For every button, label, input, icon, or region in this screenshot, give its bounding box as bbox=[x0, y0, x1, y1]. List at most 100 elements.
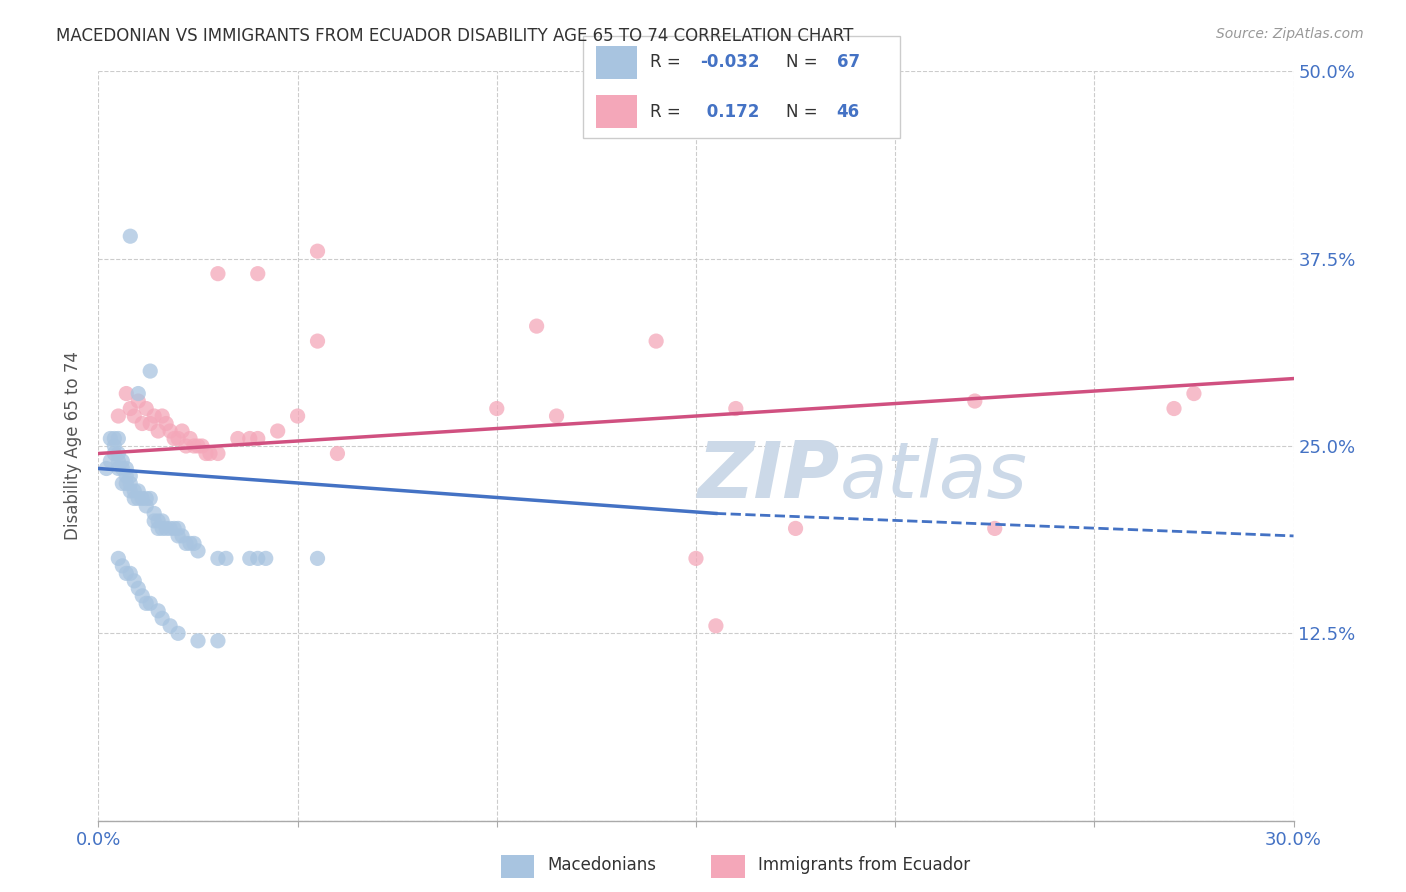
Text: -0.032: -0.032 bbox=[700, 54, 761, 71]
Text: Source: ZipAtlas.com: Source: ZipAtlas.com bbox=[1216, 27, 1364, 41]
Point bbox=[148, 521, 170, 535]
Point bbox=[645, 334, 668, 348]
Point bbox=[207, 446, 229, 460]
Point bbox=[111, 476, 134, 491]
Point bbox=[172, 424, 194, 438]
Point bbox=[139, 417, 162, 431]
Point bbox=[127, 386, 149, 401]
Point bbox=[226, 432, 249, 446]
Text: atlas: atlas bbox=[839, 438, 1028, 514]
Point bbox=[159, 619, 181, 633]
Point bbox=[107, 454, 129, 468]
Point bbox=[174, 536, 197, 550]
Point bbox=[1182, 386, 1205, 401]
Point bbox=[150, 521, 173, 535]
Point bbox=[1163, 401, 1185, 416]
Point bbox=[143, 514, 166, 528]
Point bbox=[107, 432, 129, 446]
Point bbox=[148, 604, 170, 618]
Point bbox=[115, 476, 138, 491]
Point bbox=[115, 386, 138, 401]
Point bbox=[150, 611, 173, 625]
Point bbox=[785, 521, 807, 535]
Point bbox=[139, 364, 162, 378]
Point bbox=[103, 439, 125, 453]
Point bbox=[215, 551, 238, 566]
Point bbox=[143, 507, 166, 521]
Point bbox=[139, 491, 162, 506]
Point bbox=[135, 401, 157, 416]
Point bbox=[115, 461, 138, 475]
Point bbox=[163, 521, 186, 535]
Point bbox=[124, 574, 146, 588]
FancyBboxPatch shape bbox=[583, 36, 900, 138]
Point bbox=[246, 267, 269, 281]
Point bbox=[187, 633, 209, 648]
Point bbox=[131, 589, 153, 603]
Point bbox=[148, 514, 170, 528]
Point bbox=[187, 544, 209, 558]
FancyBboxPatch shape bbox=[596, 95, 637, 128]
Point bbox=[111, 461, 134, 475]
Text: MACEDONIAN VS IMMIGRANTS FROM ECUADOR DISABILITY AGE 65 TO 74 CORRELATION CHART: MACEDONIAN VS IMMIGRANTS FROM ECUADOR DI… bbox=[56, 27, 853, 45]
Point bbox=[111, 454, 134, 468]
Point bbox=[139, 596, 162, 610]
FancyBboxPatch shape bbox=[501, 855, 534, 878]
Point bbox=[246, 551, 269, 566]
Point bbox=[167, 626, 190, 640]
Point bbox=[150, 514, 173, 528]
Text: N =: N = bbox=[786, 54, 823, 71]
Text: 46: 46 bbox=[837, 103, 859, 120]
Point bbox=[103, 432, 125, 446]
Point bbox=[239, 551, 262, 566]
Point bbox=[307, 244, 329, 259]
Point bbox=[135, 596, 157, 610]
Point bbox=[179, 432, 201, 446]
Point bbox=[127, 491, 149, 506]
Point bbox=[207, 551, 229, 566]
Point bbox=[107, 409, 129, 423]
Point bbox=[111, 558, 134, 573]
Text: 0.172: 0.172 bbox=[700, 103, 759, 120]
Point bbox=[120, 469, 142, 483]
Point bbox=[254, 551, 277, 566]
Point bbox=[174, 439, 197, 453]
FancyBboxPatch shape bbox=[711, 855, 745, 878]
Text: ZIP: ZIP bbox=[697, 438, 839, 514]
Point bbox=[485, 401, 508, 416]
Point bbox=[107, 461, 129, 475]
Point bbox=[984, 521, 1007, 535]
Point bbox=[143, 409, 166, 423]
Text: Macedonians: Macedonians bbox=[547, 856, 657, 874]
Text: N =: N = bbox=[786, 103, 823, 120]
Point bbox=[131, 417, 153, 431]
Point bbox=[131, 491, 153, 506]
Point bbox=[155, 521, 177, 535]
Point bbox=[124, 491, 146, 506]
Point bbox=[159, 521, 181, 535]
Point bbox=[191, 439, 214, 453]
Point bbox=[163, 432, 186, 446]
Text: R =: R = bbox=[650, 54, 686, 71]
Point bbox=[685, 551, 707, 566]
Point bbox=[724, 401, 747, 416]
Point bbox=[287, 409, 309, 423]
Point bbox=[96, 461, 118, 475]
Point bbox=[267, 424, 290, 438]
Point bbox=[120, 229, 142, 244]
Point bbox=[307, 334, 329, 348]
Point bbox=[546, 409, 568, 423]
Point bbox=[107, 551, 129, 566]
Point bbox=[307, 551, 329, 566]
Point bbox=[127, 394, 149, 409]
Point bbox=[167, 432, 190, 446]
Point bbox=[115, 566, 138, 581]
Point bbox=[120, 566, 142, 581]
Text: 67: 67 bbox=[837, 54, 859, 71]
Point bbox=[115, 469, 138, 483]
Point bbox=[704, 619, 727, 633]
Point bbox=[195, 446, 218, 460]
Point bbox=[183, 439, 205, 453]
Point bbox=[98, 432, 122, 446]
Point bbox=[150, 409, 173, 423]
